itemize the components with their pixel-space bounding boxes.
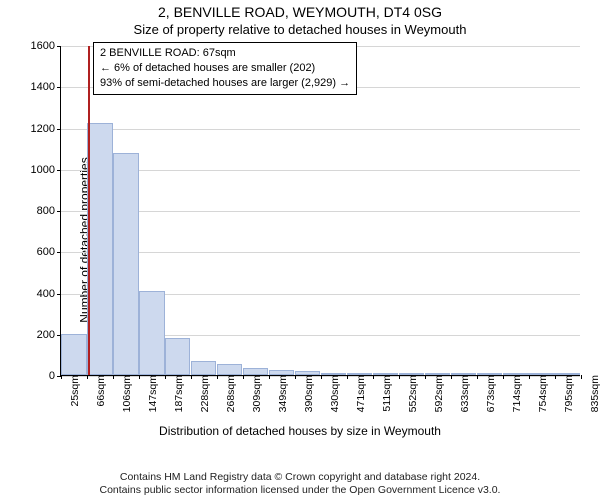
plot-region: 0200400600800100012001400160025sqm66sqm1… (60, 46, 580, 376)
x-tick-mark (61, 375, 62, 379)
histogram-bar (61, 334, 86, 375)
histogram-bar (165, 338, 190, 375)
x-tick-label: 673sqm (481, 375, 497, 425)
histogram-bar (217, 364, 242, 375)
x-tick-label: 754sqm (533, 375, 549, 425)
y-tick-label: 400 (37, 288, 61, 300)
x-tick-label: 66sqm (91, 375, 107, 425)
y-tick-label: 1200 (31, 123, 61, 135)
x-tick-label: 592sqm (429, 375, 445, 425)
x-tick-label: 795sqm (559, 375, 575, 425)
page-title: 2, BENVILLE ROAD, WEYMOUTH, DT4 0SG (0, 0, 600, 20)
x-tick-mark (555, 375, 556, 379)
x-tick-mark (113, 375, 114, 379)
x-tick-label: 835sqm (585, 375, 600, 425)
y-tick-label: 0 (49, 370, 61, 382)
x-tick-label: 552sqm (403, 375, 419, 425)
footer-line-2: Contains public sector information licen… (0, 484, 600, 497)
x-tick-mark (373, 375, 374, 379)
x-tick-mark (347, 375, 348, 379)
bars-container (61, 46, 580, 375)
x-tick-mark (87, 375, 88, 379)
reference-line (88, 46, 90, 375)
x-tick-label: 228sqm (195, 375, 211, 425)
chart-area: Number of detached properties 0200400600… (0, 40, 600, 440)
y-tick-label: 800 (37, 205, 61, 217)
y-tick-label: 1400 (31, 81, 61, 93)
x-tick-label: 511sqm (377, 375, 393, 425)
x-tick-mark (165, 375, 166, 379)
x-tick-mark (269, 375, 270, 379)
histogram-bar (87, 123, 112, 375)
x-tick-mark (529, 375, 530, 379)
x-tick-label: 390sqm (299, 375, 315, 425)
histogram-bar (139, 291, 164, 375)
annotation-line-1: 2 BENVILLE ROAD: 67sqm (100, 46, 350, 61)
x-tick-mark (217, 375, 218, 379)
histogram-bar (243, 368, 268, 375)
y-tick-label: 600 (37, 246, 61, 258)
x-tick-label: 471sqm (351, 375, 367, 425)
x-tick-mark (425, 375, 426, 379)
x-tick-label: 268sqm (221, 375, 237, 425)
annotation-box: 2 BENVILLE ROAD: 67sqm ← 6% of detached … (93, 42, 357, 95)
x-tick-mark (321, 375, 322, 379)
annotation-line-3: 93% of semi-detached houses are larger (… (100, 76, 350, 91)
footer-line-1: Contains HM Land Registry data © Crown c… (0, 471, 600, 484)
x-tick-label: 349sqm (273, 375, 289, 425)
x-tick-mark (191, 375, 192, 379)
x-tick-mark (477, 375, 478, 379)
footer-attribution: Contains HM Land Registry data © Crown c… (0, 471, 600, 497)
x-tick-label: 633sqm (455, 375, 471, 425)
x-tick-mark (243, 375, 244, 379)
x-tick-label: 147sqm (143, 375, 159, 425)
x-tick-mark (581, 375, 582, 379)
x-tick-mark (399, 375, 400, 379)
histogram-bar (113, 153, 138, 375)
x-tick-mark (139, 375, 140, 379)
x-axis-label: Distribution of detached houses by size … (0, 424, 600, 438)
y-tick-label: 1000 (31, 164, 61, 176)
x-tick-label: 25sqm (65, 375, 81, 425)
x-tick-label: 106sqm (117, 375, 133, 425)
x-tick-label: 430sqm (325, 375, 341, 425)
x-tick-mark (451, 375, 452, 379)
histogram-bar (191, 361, 216, 375)
x-tick-label: 187sqm (169, 375, 185, 425)
x-tick-mark (295, 375, 296, 379)
annotation-line-2: ← 6% of detached houses are smaller (202… (100, 61, 350, 76)
x-tick-mark (503, 375, 504, 379)
page-subtitle: Size of property relative to detached ho… (0, 20, 600, 37)
x-tick-label: 714sqm (507, 375, 523, 425)
y-tick-label: 200 (37, 329, 61, 341)
x-tick-label: 309sqm (247, 375, 263, 425)
y-tick-label: 1600 (31, 40, 61, 52)
